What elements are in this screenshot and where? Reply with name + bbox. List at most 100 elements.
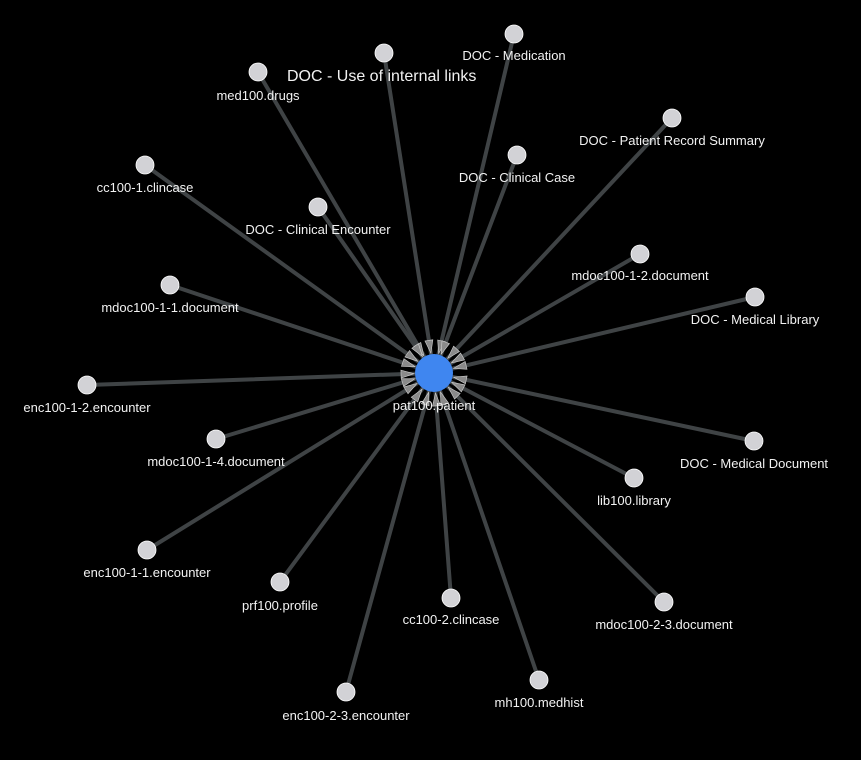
node-cc100-2-clincase[interactable]: cc100-2.clincase (403, 588, 500, 627)
node-doc-medical-library[interactable]: DOC - Medical Library (691, 287, 820, 327)
node-circle[interactable] (529, 670, 549, 690)
node-mdoc100-1-4-document[interactable]: mdoc100-1-4.document (147, 429, 285, 469)
node-label: DOC - Medication (462, 48, 565, 63)
node-circle[interactable] (744, 431, 764, 451)
arrowhead-mdoc100-1-2-document (450, 352, 466, 364)
node-label: cc100-1.clincase (97, 180, 194, 195)
node-label: mdoc100-2-3.document (595, 617, 733, 632)
center-node[interactable] (415, 354, 453, 392)
edge-enc100-1-2-encounter (85, 371, 436, 387)
node-cc100-1-clincase[interactable]: cc100-1.clincase (97, 155, 194, 195)
node-circle[interactable] (206, 429, 226, 449)
node-label: enc100-2-3.encounter (282, 708, 410, 723)
edge-doc-patient-record-summary (432, 116, 674, 375)
arrowhead-mdoc100-1-1-document (401, 358, 416, 367)
node-circle[interactable] (624, 468, 644, 488)
node-circle[interactable] (336, 682, 356, 702)
edge-mh100-medhist (432, 371, 541, 682)
node-doc-patient-record-summary[interactable]: DOC - Patient Record Summary (579, 108, 765, 148)
arrowhead-lib100-library (450, 381, 466, 393)
node-label: mdoc100-1-2.document (571, 268, 709, 283)
edge-mdoc100-1-2-document (432, 252, 642, 375)
node-circle[interactable] (270, 572, 290, 592)
edge-cc100-1-clincase (143, 163, 436, 375)
edge-doc-clinical-encounter (316, 205, 436, 375)
edge-doc-use-of-internal-links (382, 51, 436, 375)
node-label: DOC - Medical Library (691, 312, 820, 327)
arrowhead-doc-clinical-encounter (411, 343, 424, 358)
edge-enc100-1-1-encounter (145, 371, 436, 552)
node-lib100-library[interactable]: lib100.library (597, 468, 671, 508)
arrowhead-doc-clinical-case (440, 340, 450, 356)
node-doc-clinical-encounter[interactable]: DOC - Clinical Encounter (245, 197, 391, 237)
node-circle[interactable] (137, 540, 157, 560)
edge-lib100-library (432, 371, 636, 480)
node-circle[interactable] (654, 592, 674, 612)
node-enc100-1-2-encounter[interactable]: enc100-1-2.encounter (23, 375, 151, 415)
nodes-layer: DOC - Use of internal links DOC - Medicat… (23, 24, 828, 723)
arrowhead-mdoc100-2-3-document (447, 386, 461, 400)
node-circle[interactable] (308, 197, 328, 217)
node-label: mdoc100-1-1.document (101, 300, 239, 315)
arrowhead-mdoc100-1-4-document (400, 378, 416, 387)
node-circle[interactable] (374, 43, 394, 63)
node-circle[interactable] (745, 287, 765, 307)
arrowhead-prf100-profile (410, 388, 423, 403)
center-node-group[interactable]: pat100.patient (393, 354, 476, 413)
arrowhead-cc100-2-clincase (432, 391, 441, 407)
edge-doc-medical-library (432, 295, 757, 375)
edge-prf100-profile (278, 371, 436, 584)
node-prf100-profile[interactable]: prf100.profile (242, 572, 318, 613)
node-label: enc100-1-1.encounter (83, 565, 211, 580)
arrowhead-doc-use-of-internal-links (424, 339, 434, 355)
node-circle[interactable] (77, 375, 97, 395)
node-doc-medical-document[interactable]: DOC - Medical Document (680, 431, 828, 471)
node-label: DOC - Patient Record Summary (579, 133, 765, 148)
edge-doc-medical-document (432, 371, 756, 443)
edge-mdoc100-2-3-document (432, 371, 666, 604)
node-label: mdoc100-1-4.document (147, 454, 285, 469)
arrowhead-mh100-medhist (440, 390, 449, 406)
node-circle[interactable] (160, 275, 180, 295)
edge-doc-clinical-case (432, 153, 519, 375)
node-mdoc100-2-3-document[interactable]: mdoc100-2-3.document (595, 592, 733, 632)
node-circle[interactable] (441, 588, 461, 608)
center-node-label: pat100.patient (393, 398, 476, 413)
edge-med100-drugs (256, 70, 436, 375)
node-med100-drugs[interactable]: med100.drugs (216, 62, 300, 103)
node-mh100-medhist[interactable]: mh100.medhist (495, 670, 584, 710)
node-label: enc100-1-2.encounter (23, 400, 151, 415)
node-circle[interactable] (507, 145, 527, 165)
node-label: prf100.profile (242, 598, 318, 613)
arrowhead-enc100-1-2-encounter (400, 369, 416, 379)
node-label: DOC - Medical Document (680, 456, 828, 471)
node-circle[interactable] (504, 24, 524, 44)
arrowhead-doc-medical-document (452, 375, 468, 385)
arrowhead-enc100-2-3-encounter (420, 391, 430, 407)
edge-mdoc100-1-1-document (168, 283, 436, 375)
node-circle[interactable] (248, 62, 268, 82)
node-mdoc100-1-1-document[interactable]: mdoc100-1-1.document (101, 275, 239, 315)
edge-enc100-2-3-encounter (344, 371, 436, 694)
node-circle[interactable] (630, 244, 650, 264)
node-label: DOC - Clinical Case (459, 170, 575, 185)
node-label: DOC - Clinical Encounter (245, 222, 391, 237)
node-doc-clinical-case[interactable]: DOC - Clinical Case (459, 145, 575, 185)
arrowhead-cc100-1-clincase (404, 349, 419, 362)
edge-doc-medication (432, 32, 516, 375)
node-enc100-1-1-encounter[interactable]: enc100-1-1.encounter (83, 540, 211, 580)
node-label: med100.drugs (216, 88, 300, 103)
node-doc-medication[interactable]: DOC - Medication (462, 24, 566, 63)
node-circle[interactable] (135, 155, 155, 175)
node-label: lib100.library (597, 493, 671, 508)
edge-mdoc100-1-4-document (214, 371, 436, 441)
edge-cc100-2-clincase (432, 371, 453, 600)
arrowhead-doc-medical-library (452, 361, 468, 370)
node-circle[interactable] (662, 108, 682, 128)
arrowhead-enc100-1-1-encounter (403, 382, 418, 395)
node-label: cc100-2.clincase (403, 612, 500, 627)
node-doc-use-of-internal-links[interactable]: DOC - Use of internal links (287, 43, 476, 85)
node-enc100-2-3-encounter[interactable]: enc100-2-3.encounter (282, 682, 410, 723)
node-mdoc100-1-2-document[interactable]: mdoc100-1-2.document (571, 244, 709, 283)
